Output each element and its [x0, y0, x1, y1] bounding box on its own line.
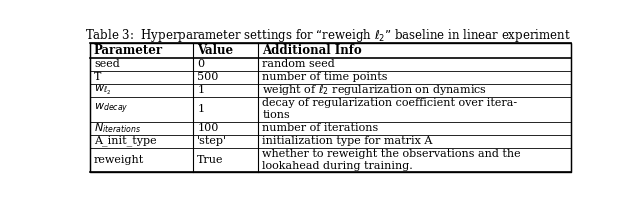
Text: 'step': 'step' [197, 136, 227, 146]
Text: T: T [94, 72, 101, 82]
Text: lookahead during training.: lookahead during training. [262, 161, 413, 171]
Text: True: True [197, 155, 224, 165]
Text: Additional Info: Additional Info [262, 44, 362, 57]
Text: 0: 0 [197, 59, 204, 69]
Text: $w_{\ell_2}$: $w_{\ell_2}$ [94, 84, 111, 97]
Text: A_init_type: A_init_type [94, 136, 157, 146]
Text: whether to reweight the observations and the: whether to reweight the observations and… [262, 149, 521, 159]
Text: initialization type for matrix A: initialization type for matrix A [262, 136, 433, 146]
Text: random seed: random seed [262, 59, 335, 69]
Text: number of iterations: number of iterations [262, 123, 378, 133]
Text: Table 3:  Hyperparameter settings for “reweigh $\ell_2$” baseline in linear expe: Table 3: Hyperparameter settings for “re… [85, 27, 571, 45]
Text: seed: seed [94, 59, 120, 69]
Text: 1: 1 [197, 85, 204, 95]
Text: Parameter: Parameter [94, 44, 163, 57]
Text: $N_{iterations}$: $N_{iterations}$ [94, 121, 141, 135]
Text: number of time points: number of time points [262, 72, 388, 82]
Text: Value: Value [197, 44, 234, 57]
Text: weight of $\ell_2$ regularization on dynamics: weight of $\ell_2$ regularization on dyn… [262, 83, 487, 97]
Text: 1: 1 [197, 104, 204, 114]
Text: $w_{decay}$: $w_{decay}$ [94, 102, 129, 116]
Text: 500: 500 [197, 72, 219, 82]
Text: 100: 100 [197, 123, 219, 133]
Text: decay of regularization coefficient over itera-: decay of regularization coefficient over… [262, 98, 517, 108]
Text: reweight: reweight [94, 155, 144, 165]
Bar [90, 43, 571, 172]
Text: tions: tions [262, 110, 290, 120]
